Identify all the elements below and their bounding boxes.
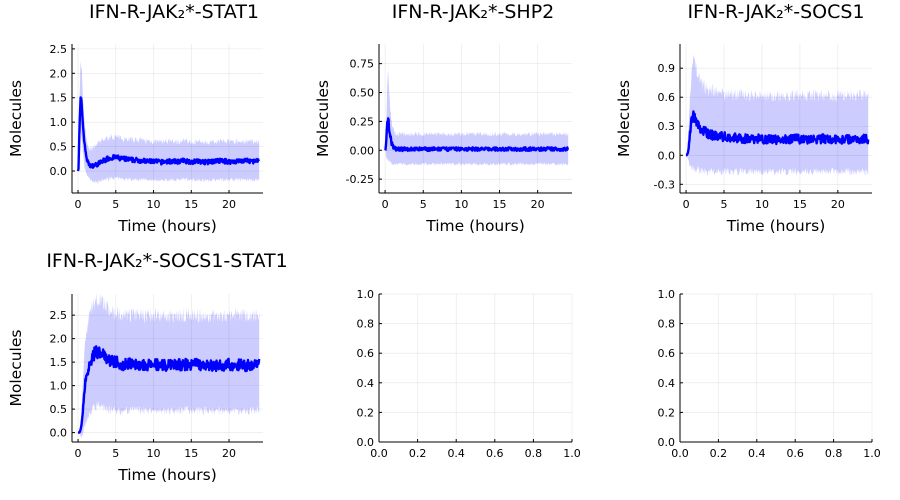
y-tick-label: 2.0 (50, 67, 68, 80)
y-tick-label: 0.9 (658, 62, 676, 75)
y-axis-label: Molecules (314, 80, 332, 157)
y-tick-label: 0.0 (658, 436, 676, 449)
y-tick-label: 0.75 (350, 58, 375, 71)
x-tick-label: 0.6 (486, 447, 504, 460)
y-tick-label: 2.0 (50, 333, 68, 346)
subplot-4: 0 5 10 15 20 0.0 0.5 1.0 1.5 2.0 2.5 IFN-R-JAK₂*-SO… (7, 250, 288, 484)
series-confidence-band (385, 69, 569, 166)
x-tick-label: 0 (683, 198, 690, 211)
x-tick-label: 5 (112, 198, 119, 211)
x-tick-label: 10 (147, 198, 161, 211)
x-axis-label: Time (hours) (117, 466, 217, 484)
y-tick-label: 1.5 (50, 356, 68, 369)
y-axis-label: Molecules (7, 80, 25, 157)
y-tick-label: 0.4 (658, 377, 676, 390)
y-tick-label: 0.8 (357, 318, 375, 331)
series-confidence-band (78, 60, 260, 184)
series-mean-line (77, 345, 261, 434)
x-tick-label: 10 (755, 198, 769, 211)
y-axis-label: Molecules (615, 80, 633, 157)
y-tick-label: 0.2 (357, 406, 375, 419)
x-tick-label: 20 (531, 198, 545, 211)
y-tick-label: 0.2 (658, 406, 676, 419)
x-tick-label: 20 (222, 198, 236, 211)
y-tick-label: 0.5 (50, 403, 68, 416)
x-tick-label: 0 (382, 198, 389, 211)
subplot-2: 0 5 10 15 20 -0.25 0.00 0.25 0.50 0.75 IFN-R-JAK₂*… (314, 1, 572, 235)
y-tick-label: 0.3 (658, 120, 676, 133)
x-tick-label: 0.2 (710, 447, 728, 460)
y-tick-label: 0.00 (350, 144, 375, 157)
x-tick-label: 1.0 (863, 447, 881, 460)
y-tick-label: 0.6 (658, 91, 676, 104)
y-tick-label: 0.4 (357, 377, 375, 390)
y-axis-label: Molecules (7, 330, 25, 407)
y-tick-label: 0.0 (658, 149, 676, 162)
x-tick-label: 0 (75, 447, 82, 460)
y-tick-label: 0.25 (350, 115, 375, 128)
x-tick-label: 0.4 (447, 447, 465, 460)
x-tick-label: 1.0 (563, 447, 581, 460)
subplot-title: IFN-R-JAK₂*-SOCS1 (687, 1, 864, 23)
y-tick-label: 1.0 (50, 380, 68, 393)
x-tick-label: 0 (75, 198, 82, 211)
subplot-6: 0.0 0.2 0.4 0.6 0.8 1.0 0.0 0.2 0.4 0.6 0.8 1.0 (658, 288, 881, 460)
subplot-1: 0 5 10 15 20 0.0 0.5 1.0 1.5 2.0 2.5 IFN-R-JAK₂*-ST… (7, 1, 263, 235)
x-tick-label: 15 (184, 447, 198, 460)
y-tick-label: -0.3 (654, 178, 675, 191)
y-tick-label: 1.0 (658, 288, 676, 301)
series-mean-line (76, 96, 261, 172)
y-tick-label: 2.5 (50, 43, 68, 56)
y-tick-label: 0.5 (50, 141, 68, 154)
subplot-3: 0 5 10 15 20 -0.3 0.0 0.3 0.6 0.9 IFN-R-JAK₂*-SOCS… (615, 1, 872, 235)
x-tick-label: 0.8 (525, 447, 543, 460)
x-tick-label: 0.6 (786, 447, 804, 460)
y-tick-label: 2.5 (50, 309, 68, 322)
x-tick-label: 15 (793, 198, 807, 211)
y-tick-label: 0.0 (50, 165, 68, 178)
x-tick-label: 0.4 (748, 447, 766, 460)
x-tick-label: 0.8 (825, 447, 843, 460)
x-tick-label: 0.0 (370, 447, 388, 460)
subplot-title: IFN-R-JAK₂*-STAT1 (89, 1, 259, 23)
x-axis-label: Time (hours) (726, 217, 826, 235)
x-tick-label: 15 (184, 198, 198, 211)
y-tick-label: 0.0 (50, 427, 68, 440)
series-mean-line (685, 110, 870, 157)
x-tick-label: 10 (454, 198, 468, 211)
x-axis-label: Time (hours) (117, 217, 217, 235)
y-tick-label: 1.5 (50, 92, 68, 105)
y-tick-label: 1.0 (357, 288, 375, 301)
subplot-title: IFN-R-JAK₂*-SHP2 (392, 1, 555, 23)
y-tick-label: 0.50 (350, 87, 375, 100)
x-tick-label: 10 (147, 447, 161, 460)
x-tick-label: 20 (831, 198, 845, 211)
x-tick-label: 5 (112, 447, 119, 460)
subplot-5: 0.0 0.2 0.4 0.6 0.8 1.0 0.0 0.2 0.4 0.6 0.8 1.0 (357, 288, 581, 460)
y-tick-label: 1.0 (50, 116, 68, 129)
y-tick-label: -0.25 (346, 173, 374, 186)
x-tick-label: 15 (493, 198, 507, 211)
x-tick-label: 0.2 (409, 447, 427, 460)
subplot-title: IFN-R-JAK₂*-SOCS1-STAT1 (46, 250, 287, 272)
series-mean-line (384, 117, 570, 153)
x-tick-label: 5 (420, 198, 427, 211)
y-tick-label: 0.8 (658, 318, 676, 331)
x-tick-label: 0.0 (671, 447, 689, 460)
x-tick-label: 20 (222, 447, 236, 460)
y-tick-label: 0.6 (357, 347, 375, 360)
x-axis-label: Time (hours) (425, 217, 525, 235)
x-tick-label: 5 (721, 198, 728, 211)
y-tick-label: 0.6 (658, 347, 676, 360)
series-confidence-band (686, 54, 869, 176)
y-tick-label: 0.0 (357, 436, 375, 449)
